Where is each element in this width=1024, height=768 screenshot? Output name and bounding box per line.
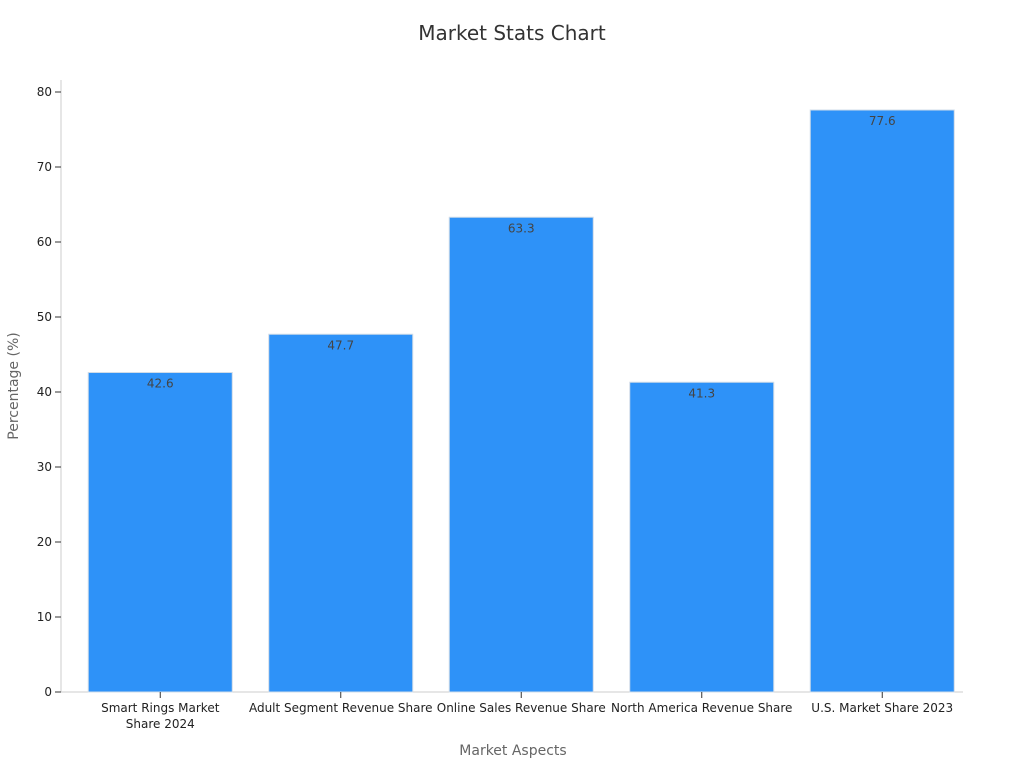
bar [448,216,594,693]
bar [268,333,414,693]
bar [87,372,233,693]
y-tick-label: 40 [37,385,52,399]
data-label: 41.3 [688,386,715,400]
x-tick-label: Smart Rings Market [101,701,220,715]
data-label: 47.7 [327,338,354,352]
y-tick-label: 60 [37,235,52,249]
y-tick-label: 70 [37,160,52,174]
chart-title: Market Stats Chart [418,21,606,45]
bar [629,381,775,693]
x-tick-label: North America Revenue Share [611,701,792,715]
y-tick-label: 30 [37,460,52,474]
y-tick-label: 80 [37,85,52,99]
bar [809,109,955,693]
x-tick-label: Online Sales Revenue Share [437,701,606,715]
x-tick-label: Share 2024 [126,717,195,731]
y-tick-label: 0 [44,685,52,699]
y-tick-label: 50 [37,310,52,324]
data-label: 42.6 [147,377,174,391]
y-tick-label: 20 [37,535,52,549]
y-tick-label: 10 [37,610,52,624]
x-tick-label: Adult Segment Revenue Share [249,701,433,715]
y-axis-title: Percentage (%) [6,332,22,439]
data-label: 63.3 [508,221,535,235]
x-tick-label: U.S. Market Share 2023 [811,701,953,715]
data-label: 77.6 [869,114,896,128]
x-axis-title: Market Aspects [459,743,566,759]
plot-area: 0 10 20 30 40 50 60 70 80 42.6 Smart Rings Market S… [37,80,963,731]
